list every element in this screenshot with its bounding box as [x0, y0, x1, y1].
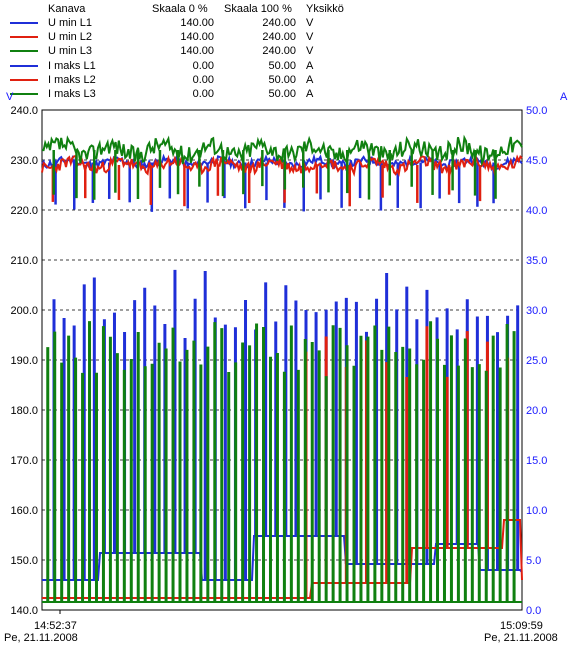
left-tick-label: 230.0: [10, 155, 38, 167]
legend-header-channel: Kanava: [48, 3, 86, 15]
legend-header: Kanava Skaala 0 % Skaala 100 % Yksikkö: [0, 2, 580, 16]
right-tick-label: 10.0: [526, 505, 547, 517]
legend-scale100: 240.00: [262, 45, 296, 58]
legend: Kanava Skaala 0 % Skaala 100 % Yksikkö U…: [0, 0, 580, 100]
legend-header-unit: Yksikkö: [306, 3, 344, 15]
right-tick-label: 0.0: [526, 605, 541, 617]
legend-name: U min L3: [48, 45, 93, 58]
x-start-date: Pe, 21.11.2008: [4, 632, 78, 644]
left-tick-label: 140.0: [10, 605, 38, 617]
legend-scale0: 140.00: [180, 31, 214, 44]
x-start-time: 14:52:37: [34, 620, 77, 632]
legend-swatch: [10, 64, 38, 67]
legend-unit: A: [306, 73, 314, 86]
right-tick-label: 20.0: [526, 405, 547, 417]
left-tick-label: 150.0: [10, 555, 38, 567]
left-tick-label: 200.0: [10, 305, 38, 317]
x-end-time: 15:09:59: [500, 620, 543, 632]
legend-unit: V: [306, 31, 314, 44]
legend-header-scale100: Skaala 100 %: [224, 3, 292, 15]
legend-row: U min L3 140.00 240.00 V: [0, 44, 580, 58]
right-tick-label: 5.0: [526, 555, 541, 567]
legend-name: I maks L2: [48, 73, 96, 86]
legend-scale100: 50.00: [268, 73, 296, 86]
legend-unit: V: [306, 17, 314, 29]
legend-swatch: [10, 22, 38, 24]
legend-scale0: 140.00: [180, 17, 214, 29]
legend-name: I maks L3: [48, 88, 96, 100]
right-tick-label: 40.0: [526, 205, 547, 217]
legend-name: U min L1: [48, 17, 93, 29]
legend-row: I maks L2 0.00 50.00 A: [0, 73, 580, 87]
legend-scale100: 50.00: [268, 59, 296, 72]
legend-scale0: 0.00: [192, 88, 214, 100]
series-line: [42, 134, 523, 167]
left-axis-unit: V: [6, 91, 14, 103]
left-tick-label: 160.0: [10, 505, 38, 517]
series-line: [42, 535, 523, 581]
plot-frame: [41, 109, 523, 611]
legend-swatch: [10, 93, 38, 95]
legend-row: I maks L1 0.00 50.00 A: [0, 59, 580, 73]
legend-scale0: 0.00: [192, 59, 214, 72]
right-tick-label: 50.0: [526, 105, 547, 117]
legend-scale0: 0.00: [192, 73, 214, 86]
legend-scale100: 240.00: [262, 17, 296, 29]
legend-unit: A: [306, 59, 314, 72]
left-tick-label: 190.0: [10, 355, 38, 367]
series-line: [41, 152, 523, 178]
right-tick-label: 25.0: [526, 355, 547, 367]
legend-scale100: 240.00: [262, 31, 296, 44]
series-line: [42, 519, 523, 599]
legend-unit: A: [306, 88, 314, 100]
chart: V A 140.0 150.0 160.0 170.0 180.0 190.0 200.0 210…: [6, 91, 568, 617]
right-tick-label: 45.0: [526, 155, 547, 167]
legend-row: I maks L3 0.00 50.00 A: [0, 87, 580, 101]
legend-swatch: [10, 78, 38, 81]
right-axis-unit: A: [560, 91, 568, 103]
legend-unit: V: [306, 45, 314, 58]
legend-name: U min L2: [48, 31, 93, 44]
legend-row: U min L1 140.00 240.00 V: [0, 16, 580, 30]
left-tick-label: 220.0: [10, 205, 38, 217]
legend-header-scale0: Skaala 0 %: [152, 3, 208, 15]
left-tick-label: 170.0: [10, 455, 38, 467]
legend-scale100: 50.00: [268, 88, 296, 100]
right-tick-label: 15.0: [526, 455, 547, 467]
left-tick-label: 180.0: [10, 405, 38, 417]
legend-scale0: 140.00: [180, 45, 214, 58]
right-tick-label: 35.0: [526, 255, 547, 267]
legend-row: U min L2 140.00 240.00 V: [0, 30, 580, 44]
left-tick-label: 240.0: [10, 105, 38, 117]
legend-swatch: [10, 36, 38, 39]
right-tick-label: 30.0: [526, 305, 547, 317]
legend-swatch: [10, 50, 38, 53]
x-end-date: Pe, 21.11.2008: [484, 632, 558, 644]
legend-name: I maks L1: [48, 59, 96, 72]
left-tick-label: 210.0: [10, 255, 38, 267]
